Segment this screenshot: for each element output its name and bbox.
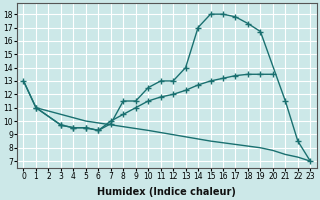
X-axis label: Humidex (Indice chaleur): Humidex (Indice chaleur) [98,187,236,197]
